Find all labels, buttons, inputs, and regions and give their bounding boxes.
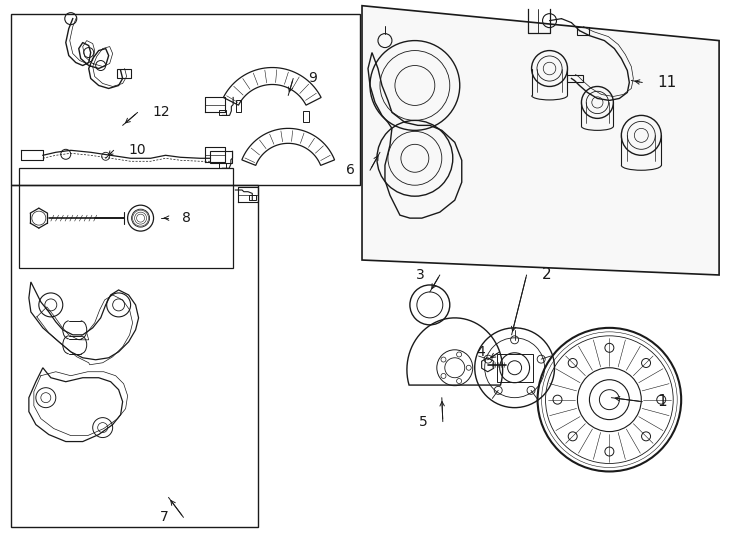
Text: 2: 2 (542, 267, 551, 282)
Bar (11, 185, 258, 528)
Text: 7: 7 (160, 510, 169, 524)
Bar (497, 354, 533, 382)
Bar (11, 14, 360, 185)
Text: 11: 11 (657, 75, 677, 90)
Text: 5: 5 (419, 415, 428, 429)
Text: 3: 3 (416, 268, 425, 282)
Bar (211, 151, 233, 163)
Bar (249, 195, 255, 200)
Text: 1: 1 (657, 394, 667, 409)
Text: 4: 4 (476, 345, 484, 359)
Text: 6: 6 (346, 163, 355, 177)
Bar (219, 110, 226, 116)
Text: 8: 8 (183, 211, 192, 225)
Text: 10: 10 (128, 143, 146, 157)
Text: 12: 12 (153, 105, 170, 119)
Bar (567, 75, 584, 83)
Polygon shape (362, 6, 719, 275)
Bar (19, 168, 233, 268)
Bar (117, 69, 131, 78)
Bar (578, 26, 589, 35)
Text: 9: 9 (308, 71, 317, 85)
Bar (219, 163, 226, 168)
